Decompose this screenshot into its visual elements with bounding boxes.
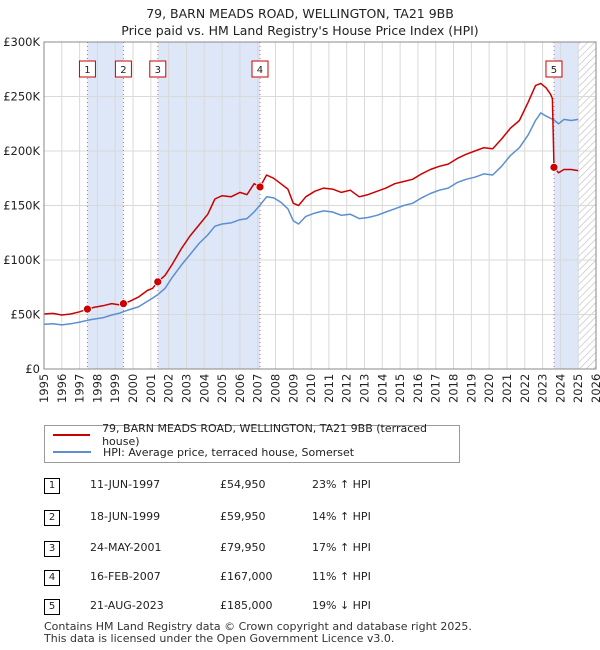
transaction-number: 5	[44, 599, 60, 615]
x-tick-label: 1998	[90, 374, 104, 403]
x-tick-label: 1999	[108, 374, 122, 403]
sale-point	[83, 304, 92, 314]
footer-license: This data is licensed under the Open Gov…	[44, 632, 395, 645]
x-tick-label: 2017	[429, 374, 443, 403]
x-tick-label: 2000	[126, 374, 140, 403]
x-tick-label: 2021	[500, 374, 514, 403]
x-tick-label: 2014	[375, 374, 389, 403]
sale-point	[153, 277, 163, 287]
chart-subtitle: Price paid vs. HM Land Registry's House …	[121, 23, 479, 38]
x-tick-label: 2006	[233, 374, 247, 403]
transaction-hpi: 19% ↓ HPI	[312, 599, 371, 612]
sale-label-number: 1	[84, 65, 90, 76]
legend-item-hpi: HPI: Average price, terraced house, Some…	[53, 444, 354, 460]
transaction-date: 21-AUG-2023	[90, 599, 164, 612]
sale-label-box	[149, 60, 167, 78]
x-tick-label: 2013	[358, 374, 372, 403]
table-row: 4 16-FEB-2007 £167,000 11% ↑ HPI	[44, 568, 464, 586]
legend-swatch-hpi	[53, 451, 91, 453]
price-chart: 1 2 3 4 5 £0 £50K £100K £150K £200K £250K £300K 19…	[3, 35, 600, 403]
x-tick-label: 2009	[286, 374, 300, 403]
transaction-price: £79,950	[220, 541, 266, 554]
sale-point	[119, 299, 128, 309]
y-tick-label: £250K	[3, 90, 40, 104]
transaction-date: 18-JUN-1999	[90, 510, 161, 523]
y-tick-label: £100K	[3, 253, 40, 267]
transaction-price: £167,000	[220, 570, 273, 583]
x-tick-label: 2016	[411, 374, 425, 403]
sale-label-box	[251, 60, 269, 78]
sale-label-number: 4	[257, 65, 263, 76]
y-tick-label: £200K	[3, 144, 40, 158]
x-tick-label: 2024	[553, 374, 567, 403]
x-tick-label: 2012	[340, 374, 354, 403]
table-row: 3 24-MAY-2001 £79,950 17% ↑ HPI	[44, 539, 464, 557]
sale-label-number: 5	[551, 65, 557, 76]
sale-point	[549, 162, 559, 172]
y-tick-label: £0	[25, 362, 40, 376]
x-tick-label: 2011	[322, 374, 336, 403]
transaction-price: £54,950	[220, 478, 266, 491]
transaction-hpi: 17% ↑ HPI	[312, 541, 371, 554]
x-tick-label: 2007	[251, 374, 265, 403]
legend-label-hpi: HPI: Average price, terraced house, Some…	[103, 445, 355, 459]
x-tick-label: 2005	[215, 374, 229, 403]
x-tick-label: 2003	[179, 374, 193, 403]
sale-label-box	[78, 60, 96, 78]
transaction-number: 2	[44, 510, 60, 526]
transaction-price: £59,950	[220, 510, 266, 523]
x-tick-label: 2010	[304, 374, 318, 403]
x-tick-label: 2019	[464, 374, 478, 403]
transaction-hpi: 11% ↑ HPI	[312, 570, 371, 583]
transaction-date: 24-MAY-2001	[90, 541, 162, 554]
x-tick-label: 2015	[393, 374, 407, 403]
transaction-date: 11-JUN-1997	[90, 478, 161, 491]
x-tick-label: 2026	[589, 374, 600, 403]
transaction-date: 16-FEB-2007	[90, 570, 161, 583]
x-tick-label: 2020	[482, 374, 496, 403]
x-tick-label: 2025	[571, 374, 585, 403]
table-row: 1 11-JUN-1997 £54,950 23% ↑ HPI	[44, 476, 464, 494]
sale-point	[255, 182, 265, 192]
y-tick-label: £150K	[3, 199, 40, 213]
transaction-number: 3	[44, 541, 60, 557]
x-tick-label: 2022	[518, 374, 532, 403]
transaction-price: £185,000	[220, 599, 273, 612]
legend: 79, BARN MEADS ROAD, WELLINGTON, TA21 9B…	[44, 422, 460, 463]
property-series-line	[43, 82, 579, 316]
x-tick-label: 1996	[55, 374, 69, 403]
x-tick-label: 1995	[37, 374, 51, 403]
x-tick-label: 2023	[536, 374, 550, 403]
transaction-hpi: 14% ↑ HPI	[312, 510, 371, 523]
transaction-number: 4	[44, 570, 60, 586]
hpi-series-line	[43, 112, 579, 326]
transaction-hpi: 23% ↑ HPI	[312, 478, 371, 491]
y-tick-label: £300K	[3, 35, 40, 49]
x-tick-label: 2002	[162, 374, 176, 403]
sale-label-box	[114, 60, 132, 78]
legend-item-property: 79, BARN MEADS ROAD, WELLINGTON, TA21 9B…	[53, 422, 459, 448]
plot-frame	[43, 41, 597, 370]
transaction-number: 1	[44, 478, 60, 494]
x-tick-label: 2008	[268, 374, 282, 403]
x-tick-label: 2004	[197, 374, 211, 403]
legend-label-property: 79, BARN MEADS ROAD, WELLINGTON, TA21 9B…	[102, 422, 428, 448]
table-row: 5 21-AUG-2023 £185,000 19% ↓ HPI	[44, 597, 464, 615]
sale-label-number: 3	[155, 65, 161, 76]
table-row: 2 18-JUN-1999 £59,950 14% ↑ HPI	[44, 508, 464, 526]
sale-label-box	[545, 60, 563, 78]
chart-title-address: 79, BARN MEADS ROAD, WELLINGTON, TA21 9B…	[146, 6, 454, 21]
footer-copyright: Contains HM Land Registry data © Crown c…	[44, 620, 472, 633]
x-tick-label: 1997	[73, 374, 87, 403]
sale-label-number: 2	[120, 65, 126, 76]
legend-swatch-property	[53, 434, 91, 436]
x-tick-label: 2018	[447, 374, 461, 403]
x-tick-label: 2001	[144, 374, 158, 403]
y-tick-label: £50K	[11, 308, 41, 322]
